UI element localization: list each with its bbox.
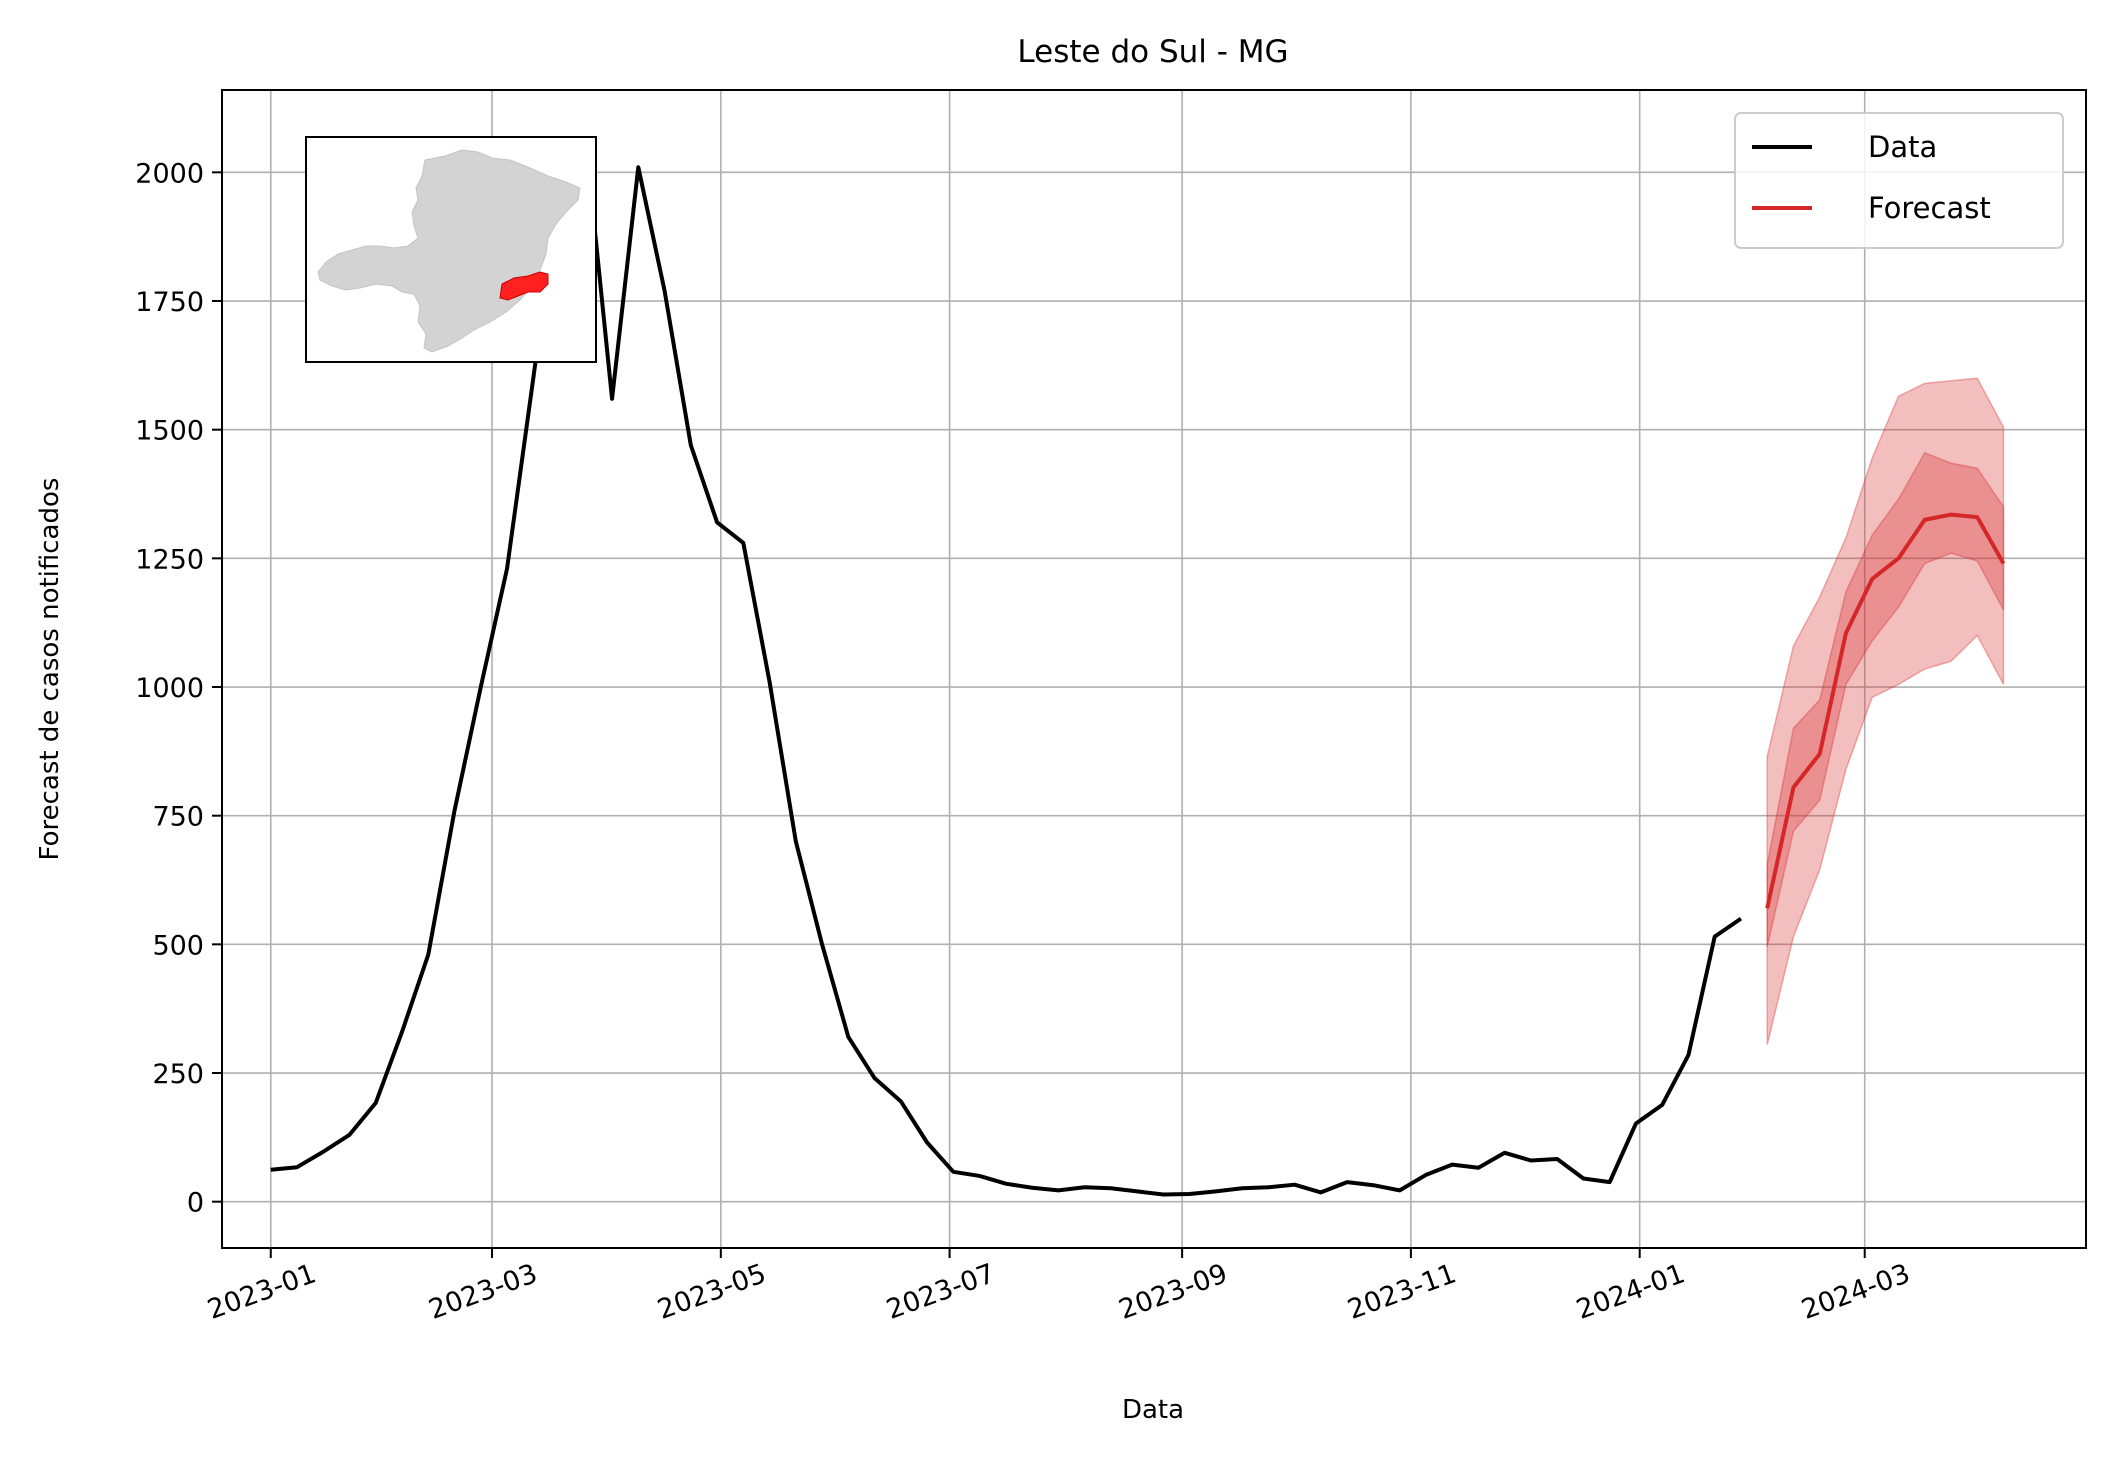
- x-axis-ticks: 2023-01 2023-03 2023-05 2023-07 2023-09 2023-…: [204, 1248, 1915, 1326]
- x-tick-label: 2023-09: [1115, 1258, 1232, 1326]
- legend-label-data: Data: [1868, 130, 1937, 164]
- x-tick-label: 2023-11: [1344, 1258, 1461, 1326]
- y-axis-ticks: 0 250 500 750 1000 1250 1500 1750 2000: [135, 158, 222, 1219]
- legend-frame: [1734, 112, 2064, 249]
- legend: Data Forecast: [1734, 112, 2064, 249]
- y-tick-label: 1250: [135, 544, 204, 575]
- y-tick-label: 2000: [135, 158, 204, 189]
- x-tick-label: 2024-03: [1798, 1258, 1915, 1326]
- y-tick-label: 500: [152, 930, 204, 961]
- y-tick-label: 250: [152, 1059, 204, 1090]
- x-tick-label: 2023-07: [882, 1258, 999, 1326]
- highlighted-region: [499, 271, 549, 301]
- grid: [222, 90, 2086, 1248]
- y-tick-label: 1500: [135, 416, 204, 447]
- x-tick-label: 2023-01: [204, 1258, 321, 1326]
- x-tick-label: 2024-01: [1572, 1258, 1689, 1326]
- y-axis-label: Forecast de casos notificados: [35, 478, 65, 861]
- series-line-data: [270, 139, 1743, 1197]
- y-tick-label: 1750: [135, 287, 204, 318]
- y-tick-label: 750: [152, 802, 204, 833]
- y-tick-label: 0: [187, 1188, 204, 1219]
- plot-frame: [221, 89, 2087, 1249]
- y-tick-label: 1000: [135, 673, 204, 704]
- inset-map: [305, 136, 597, 363]
- series-line-forecast: [1765, 512, 2006, 909]
- x-tick-label: 2023-03: [425, 1258, 542, 1326]
- chart-title: Leste do Sul - MG: [1017, 34, 1288, 70]
- x-axis-label: Data: [1122, 1395, 1184, 1425]
- forecast-outer-band: [1766, 377, 2005, 1045]
- forecast-inner-band: [1766, 451, 2005, 948]
- legend-label-forecast: Forecast: [1868, 191, 1991, 225]
- x-tick-label: 2023-05: [654, 1258, 771, 1326]
- forecast-bands: [1766, 377, 2005, 1045]
- state-shape: [317, 149, 581, 353]
- series-lines: [270, 139, 2006, 1197]
